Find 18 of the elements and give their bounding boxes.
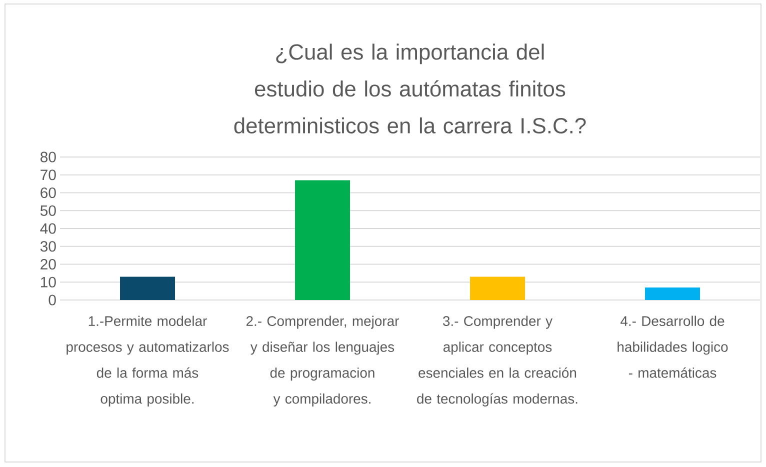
y-tick-label: 80 bbox=[40, 152, 56, 162]
bar bbox=[470, 276, 526, 300]
y-tick-label: 20 bbox=[40, 258, 56, 270]
y-tick-label: 40 bbox=[40, 223, 56, 234]
y-tick-label: 0 bbox=[48, 294, 56, 306]
bar bbox=[645, 287, 700, 300]
y-tick-label: 50 bbox=[40, 205, 56, 216]
x-tick-label: 1.-Permite modelar procesos y automatizarlos de la forma más optima posible. bbox=[66, 316, 229, 406]
bar bbox=[295, 180, 350, 300]
x-tick-label: 3.- Comprender y aplicar conceptos esenciales en la creación de tecnologías modernas. bbox=[417, 316, 578, 406]
y-tick-label: 30 bbox=[40, 241, 56, 252]
y-tick-label: 70 bbox=[40, 170, 56, 180]
y-tick-label: 60 bbox=[40, 187, 56, 198]
x-tick-label: 2.- Comprender, mejorar y diseñar los lenguajes de programacion y compiladores. bbox=[246, 316, 399, 406]
x-tick-label: 4.- Desarrollo de habilidades logico - matemáticas bbox=[618, 316, 728, 378]
y-tick-label: 10 bbox=[41, 276, 56, 288]
chart-title: ¿Cual es la importancia del estudio de los autómatas finitos deterministicos en la carrera I.S.C.? bbox=[234, 44, 586, 134]
bar bbox=[120, 276, 176, 300]
